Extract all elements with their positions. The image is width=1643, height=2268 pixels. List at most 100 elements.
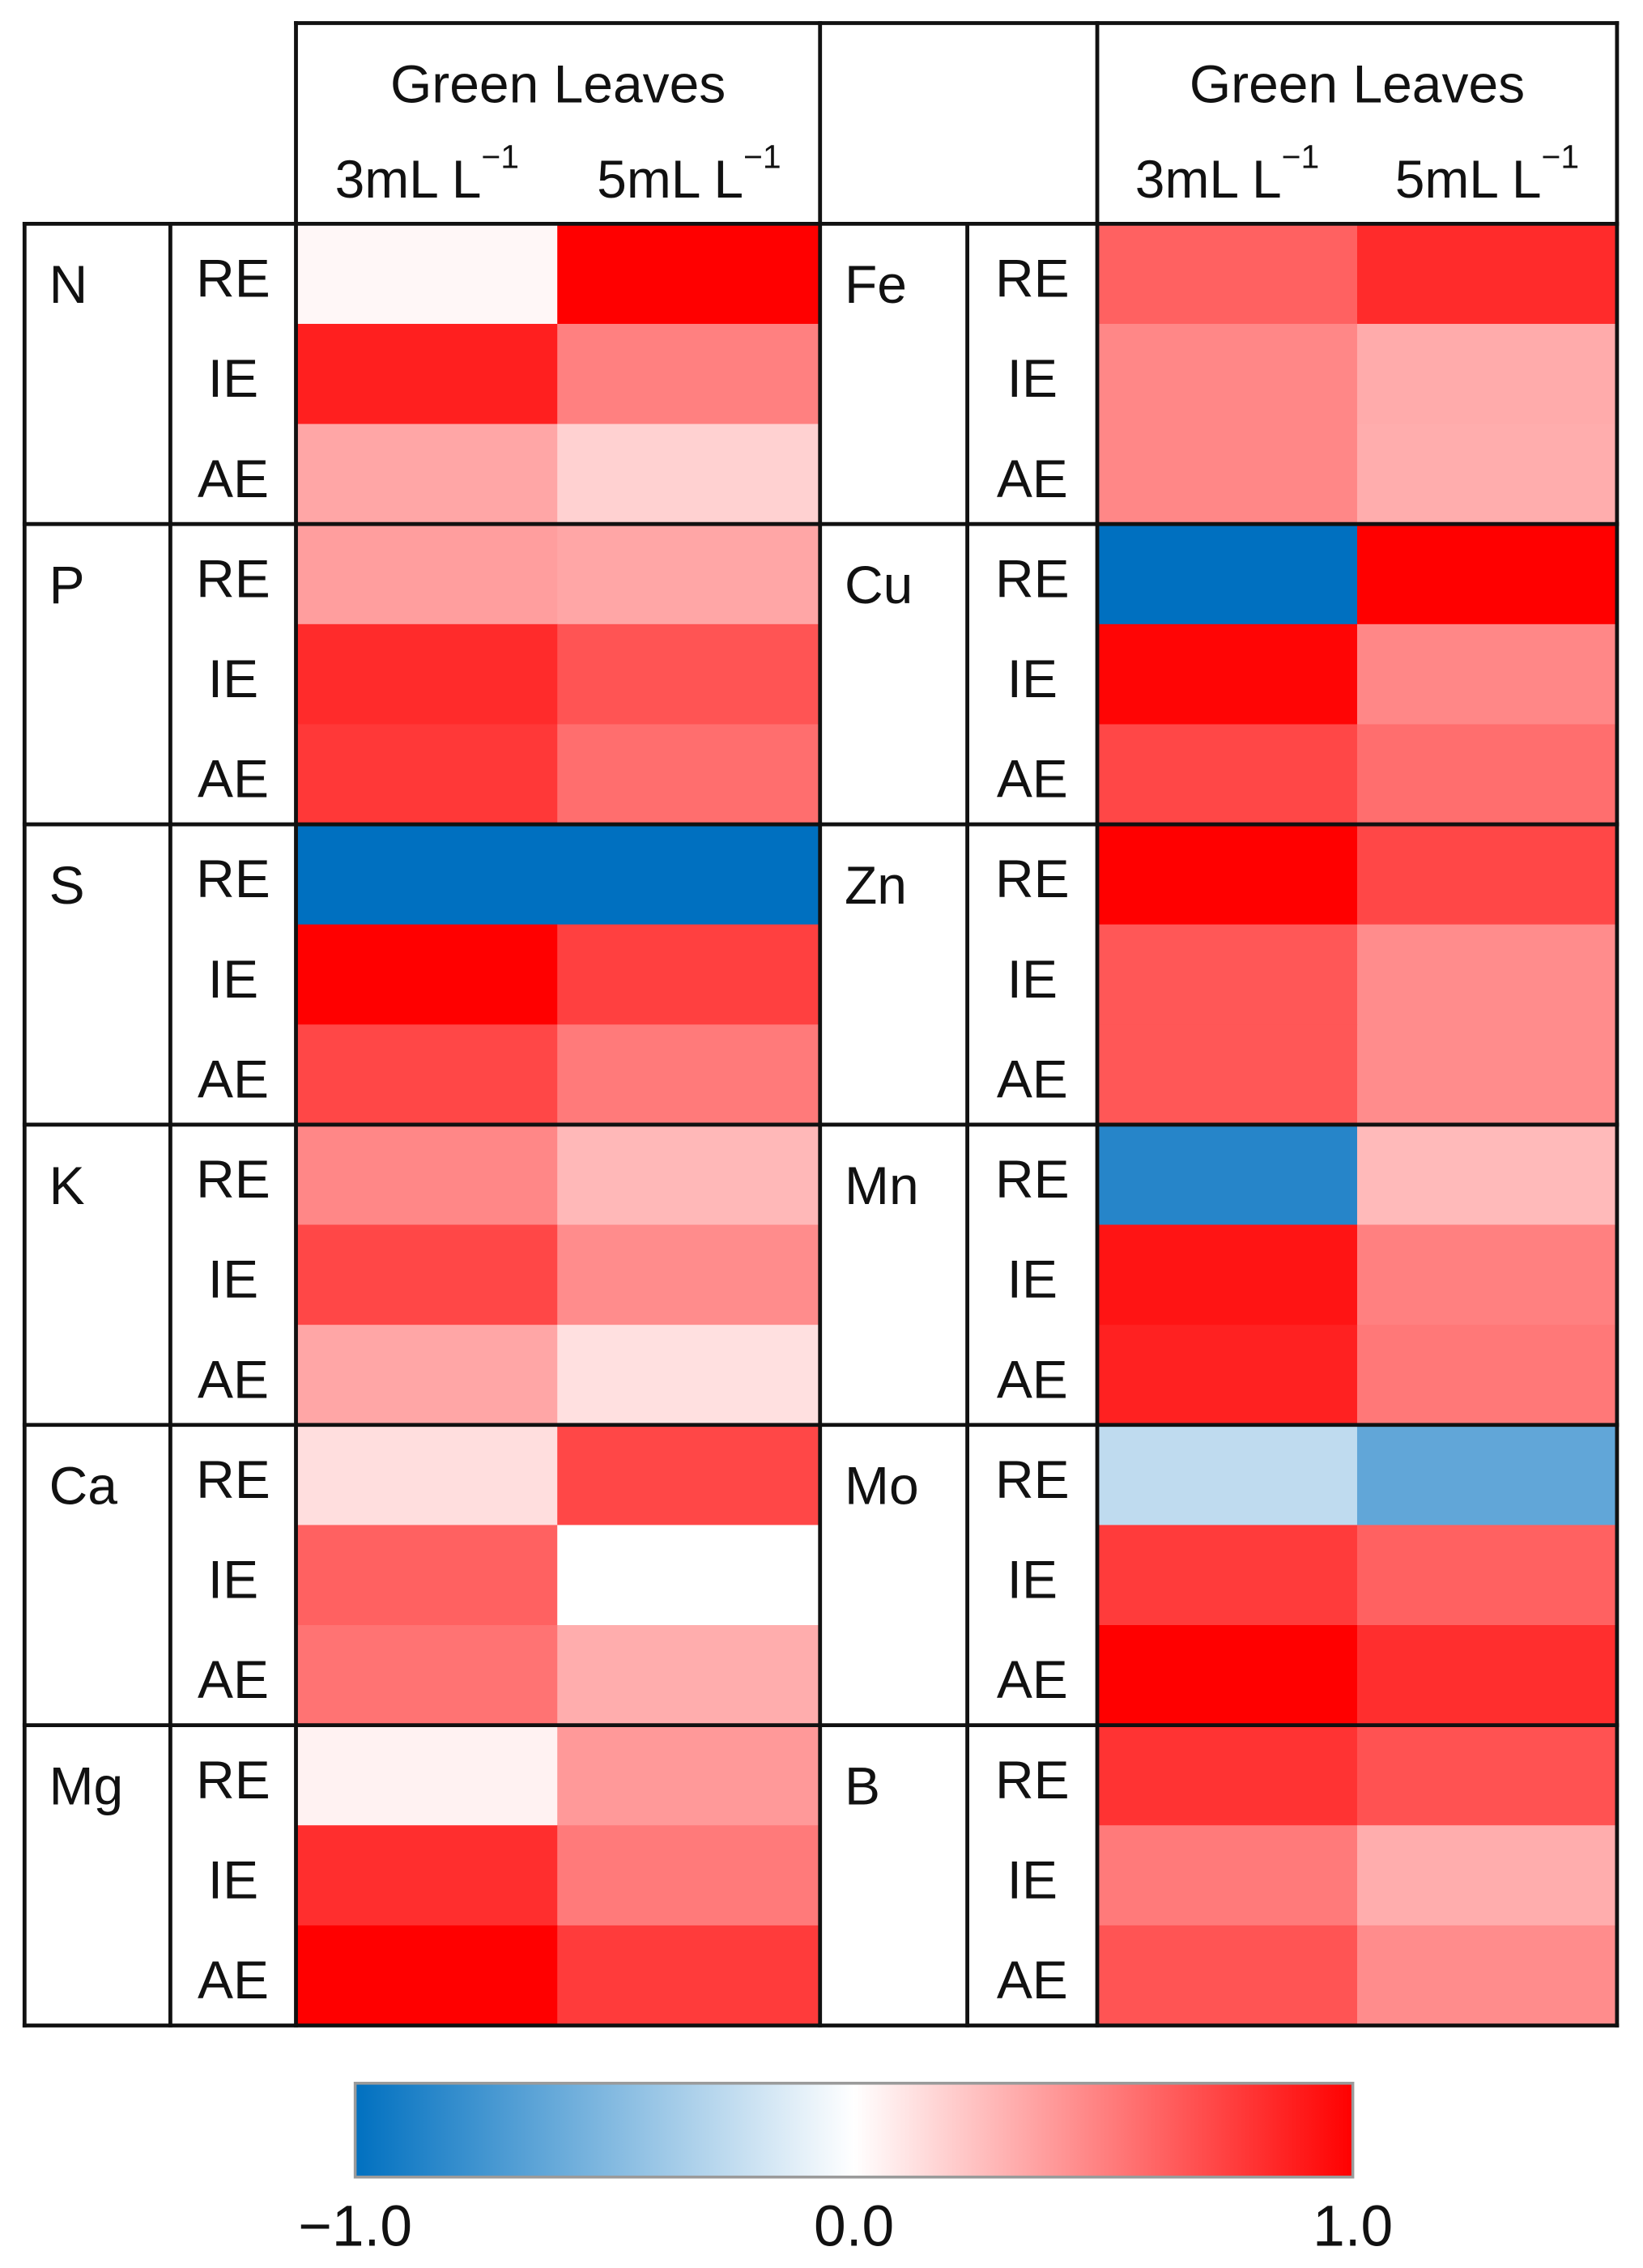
heatmap-cell-cu-re-c2 xyxy=(1356,524,1618,625)
metric-label-s-re: RE xyxy=(196,849,270,908)
metric-label-p-ie: IE xyxy=(208,649,258,708)
heatmap-cell-zn-ae-c1 xyxy=(1097,1024,1358,1125)
element-label-p: P xyxy=(49,555,85,615)
heatmap-cell-mg-ie-c1 xyxy=(296,1825,558,1926)
metric-label-mo-ae: AE xyxy=(997,1649,1068,1709)
element-label-k: K xyxy=(49,1155,85,1215)
metric-label-zn-re: RE xyxy=(995,849,1070,908)
metric-label-s-ae: AE xyxy=(198,1049,269,1108)
heatmap-cell-k-re-c1 xyxy=(296,1124,558,1226)
color-scale-legend: −1.0 0.0 1.0 xyxy=(298,2082,1393,2258)
metric-label-cu-re: RE xyxy=(995,548,1070,608)
metric-label-b-re: RE xyxy=(995,1750,1070,1810)
heatmap-cell-p-ie-c2 xyxy=(557,623,821,726)
element-label-cu: Cu xyxy=(845,555,913,615)
heatmap-cell-mo-ae-c2 xyxy=(1356,1625,1618,1726)
heatmap-cell-s-re-c1 xyxy=(296,824,558,925)
heatmap-cell-mg-re-c2 xyxy=(557,1725,821,1826)
heatmap-cell-n-ae-c2 xyxy=(557,423,821,525)
scale-tick-mid: 0.0 xyxy=(814,2194,894,2258)
element-label-zn: Zn xyxy=(845,855,907,915)
metric-label-mo-re: RE xyxy=(995,1449,1070,1509)
heatmap-cell-zn-ie-c1 xyxy=(1097,924,1358,1025)
element-label-ca: Ca xyxy=(49,1456,118,1516)
heatmap-cell-cu-ae-c2 xyxy=(1356,724,1618,825)
metric-label-mn-re: RE xyxy=(995,1149,1070,1209)
metric-label-n-re: RE xyxy=(196,249,270,308)
heatmap-cell-p-re-c2 xyxy=(557,524,821,625)
heatmap-cell-cu-ae-c1 xyxy=(1097,724,1358,825)
heatmap-cell-mg-ae-c2 xyxy=(557,1925,821,2027)
heatmap-cell-s-ie-c1 xyxy=(296,924,558,1025)
heatmap-cell-fe-ie-c1 xyxy=(1097,323,1358,425)
metric-label-mn-ae: AE xyxy=(997,1349,1068,1409)
header-col-label-right-2: 5mL L−1 xyxy=(1395,138,1579,209)
heatmap-cell-s-ie-c2 xyxy=(557,924,821,1025)
metric-label-cu-ie: IE xyxy=(1007,649,1058,708)
heatmap-cell-zn-ie-c2 xyxy=(1356,924,1618,1025)
metric-label-zn-ae: AE xyxy=(997,1049,1068,1108)
metric-label-k-re: RE xyxy=(196,1149,270,1209)
metric-label-k-ie: IE xyxy=(208,1249,258,1309)
heatmap-cell-fe-re-c2 xyxy=(1356,223,1618,325)
heatmap-cell-b-ie-c1 xyxy=(1097,1825,1358,1926)
heatmap-cell-mn-ie-c1 xyxy=(1097,1224,1358,1325)
heatmap-cell-mo-ae-c1 xyxy=(1097,1625,1358,1726)
header-col-label-left-1: 3mL L−1 xyxy=(335,138,519,209)
heatmap-cell-mg-ae-c1 xyxy=(296,1925,558,2027)
heatmap-cell-ca-ie-c1 xyxy=(296,1525,558,1626)
heatmap-cell-fe-ae-c1 xyxy=(1097,423,1358,525)
metric-label-n-ae: AE xyxy=(198,449,269,508)
heatmap-cell-s-re-c2 xyxy=(557,824,821,925)
heatmap-cell-ca-ae-c2 xyxy=(557,1625,821,1726)
metric-label-cu-ae: AE xyxy=(997,749,1068,809)
heatmap-cell-k-ae-c2 xyxy=(557,1325,821,1426)
metric-label-mn-ie: IE xyxy=(1007,1249,1058,1309)
heatmap-cell-ca-ie-c2 xyxy=(557,1525,821,1626)
metric-label-b-ie: IE xyxy=(1007,1849,1058,1909)
heatmap-cell-mo-ie-c2 xyxy=(1356,1525,1618,1626)
header-col-label-left-2: 5mL L−1 xyxy=(597,138,781,209)
heatmap-labels: Green Leaves 3mL L−1 5mL L−1 Green Leaves 3m… xyxy=(49,53,1580,2010)
heatmap-cell-b-ae-c1 xyxy=(1097,1925,1358,2027)
element-label-mo: Mo xyxy=(845,1456,919,1516)
metric-label-fe-ie: IE xyxy=(1007,348,1058,408)
heatmap-cell-b-ie-c2 xyxy=(1356,1825,1618,1926)
heatmap-cell-mo-re-c2 xyxy=(1356,1424,1618,1525)
heatmap-cell-s-ae-c1 xyxy=(296,1024,558,1125)
heatmap-cell-fe-re-c1 xyxy=(1097,223,1358,325)
scale-tick-max: 1.0 xyxy=(1313,2194,1393,2258)
heatmap-cell-mn-re-c2 xyxy=(1356,1124,1618,1226)
metric-label-b-ae: AE xyxy=(997,1950,1068,2010)
heatmap-cell-s-ae-c2 xyxy=(557,1024,821,1125)
heatmap-cell-zn-ae-c2 xyxy=(1356,1024,1618,1125)
heatmap-cell-p-ae-c2 xyxy=(557,724,821,825)
element-label-mg: Mg xyxy=(49,1756,124,1816)
element-label-n: N xyxy=(49,254,88,314)
heatmap-cell-n-re-c2 xyxy=(557,223,821,325)
heatmap-cell-fe-ae-c2 xyxy=(1356,423,1618,525)
heatmap-cell-p-re-c1 xyxy=(296,524,558,625)
metric-label-fe-re: RE xyxy=(995,249,1070,308)
metric-label-s-ie: IE xyxy=(208,949,258,1009)
metric-label-zn-ie: IE xyxy=(1007,949,1058,1009)
heatmap-cell-mg-re-c1 xyxy=(296,1725,558,1826)
element-label-s: S xyxy=(49,855,85,915)
heatmap-cell-cu-ie-c2 xyxy=(1356,623,1618,726)
heatmap-cell-n-re-c1 xyxy=(296,223,558,325)
heatmap-cell-ca-re-c1 xyxy=(296,1424,558,1525)
heatmap-cell-mo-re-c1 xyxy=(1097,1424,1358,1525)
heatmap-cell-p-ae-c1 xyxy=(296,724,558,825)
color-scale-bar xyxy=(353,2082,1355,2179)
metric-label-p-re: RE xyxy=(196,548,270,608)
heatmap-cell-ca-ae-c1 xyxy=(296,1625,558,1726)
heatmap-cell-b-re-c1 xyxy=(1097,1725,1358,1826)
heatmap-cell-mn-re-c1 xyxy=(1097,1124,1358,1226)
heatmap-cell-mg-ie-c2 xyxy=(557,1825,821,1926)
heatmap-cell-n-ie-c2 xyxy=(557,323,821,425)
heatmap-cell-k-ae-c1 xyxy=(296,1325,558,1426)
metric-label-fe-ae: AE xyxy=(997,449,1068,508)
heatmap-cell-cu-re-c1 xyxy=(1097,524,1358,625)
heatmap-cell-p-ie-c1 xyxy=(296,623,558,726)
